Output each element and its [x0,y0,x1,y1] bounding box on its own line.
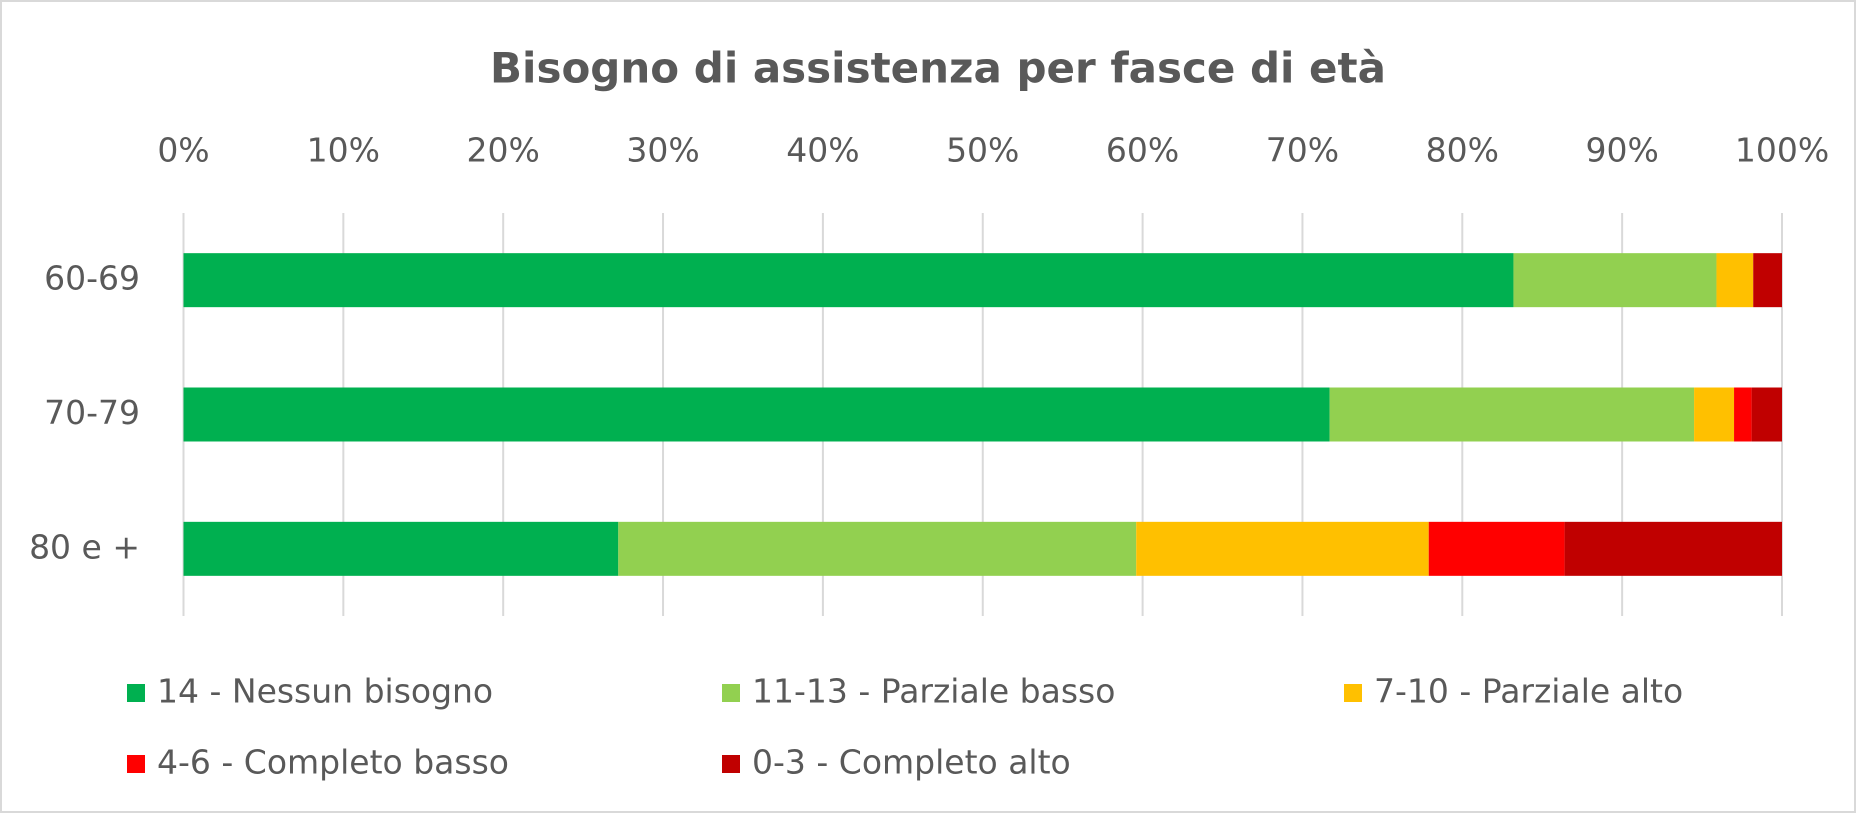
bar-segment [618,521,1137,576]
bar-segment [1564,521,1782,576]
x-tick-label: 0% [157,131,209,170]
legend-swatch [722,684,740,702]
x-tick-label: 100% [1735,131,1829,170]
legend-label: 0-3 - Completo alto [752,743,1071,782]
bar-segment [1428,521,1565,576]
bar-segment [1694,387,1735,442]
x-tick-label: 90% [1585,131,1658,170]
legend-swatch [722,755,740,773]
x-tick-label: 10% [307,131,380,170]
bar-segment [183,387,1330,442]
legend-label: 4-6 - Completo basso [157,743,509,782]
y-tick-label: 70-79 [44,393,140,432]
legend-label: 7-10 - Parziale alto [1374,672,1683,711]
x-tick-label: 30% [626,131,699,170]
bar-segment [1716,253,1754,308]
chart-title: Bisogno di assistenza per fasce di età [490,44,1386,93]
x-tick-label: 80% [1426,131,1499,170]
bar-segment [1513,253,1717,308]
bar-segment [1734,387,1752,442]
legend-swatch [127,755,145,773]
bar-segment [1753,253,1782,308]
x-tick-label: 60% [1106,131,1179,170]
bar-segment [183,521,619,576]
x-tick-label: 20% [467,131,540,170]
bar-segment [1136,521,1429,576]
bar-segment [1751,387,1782,442]
x-tick-label: 70% [1266,131,1339,170]
x-tick-label: 40% [786,131,859,170]
bar-segment [1329,387,1695,442]
legend-swatch [127,684,145,702]
x-tick-label: 50% [946,131,1019,170]
y-tick-label: 80 e + [29,527,140,566]
legend-label: 11-13 - Parziale basso [752,672,1115,711]
bar-segment [183,253,1514,308]
y-tick-label: 60-69 [44,259,140,298]
legend-label: 14 - Nessun bisogno [157,672,493,711]
legend-swatch [1344,684,1362,702]
